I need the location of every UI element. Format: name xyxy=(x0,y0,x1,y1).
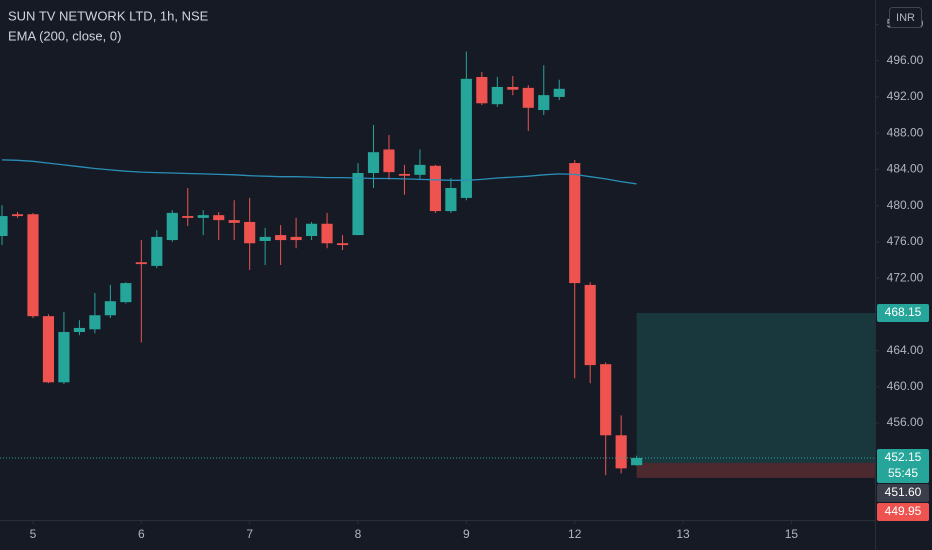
target-zone xyxy=(636,312,875,463)
candle-body xyxy=(89,315,101,330)
candle-body xyxy=(321,223,333,244)
price-label-box xyxy=(877,502,929,521)
candle-body xyxy=(104,301,116,316)
candle-body xyxy=(135,262,147,265)
price-label: 449.95 xyxy=(885,504,922,518)
candle-body xyxy=(414,164,426,175)
candle-body xyxy=(0,216,8,236)
y-tick-label: 488.00 xyxy=(887,125,924,139)
candle-body xyxy=(244,221,256,244)
candle-body xyxy=(491,86,503,105)
candle-body xyxy=(182,216,194,218)
candle-body xyxy=(58,332,70,383)
candle-body xyxy=(213,215,225,221)
candle-body xyxy=(584,284,596,366)
candle-body xyxy=(429,165,441,212)
candle-body xyxy=(631,457,643,466)
y-tick-label: 464.00 xyxy=(887,343,924,357)
y-tick-label: 484.00 xyxy=(887,162,924,176)
candle-body xyxy=(367,152,380,174)
candle-body xyxy=(569,163,581,284)
y-tick-label: 496.00 xyxy=(887,53,924,67)
candle-body xyxy=(306,223,318,236)
candle-body xyxy=(352,173,364,236)
candle-body xyxy=(538,95,550,111)
candle-body xyxy=(460,78,472,198)
candle-body xyxy=(166,212,178,241)
candle-body xyxy=(507,86,519,90)
countdown: 55:45 xyxy=(888,466,918,480)
y-tick-label: 472.00 xyxy=(887,270,924,284)
y-tick-label: 480.00 xyxy=(887,198,924,212)
x-tick-label: 7 xyxy=(246,527,253,541)
plot-area xyxy=(0,51,875,478)
candle-body xyxy=(445,187,457,212)
candle-body xyxy=(275,235,287,241)
stop-zone xyxy=(636,462,875,478)
candle-body xyxy=(615,435,627,469)
candle-body xyxy=(522,87,534,108)
ema-line xyxy=(1,159,637,185)
candle-body xyxy=(259,236,271,241)
x-tick-label: 12 xyxy=(568,527,582,541)
price-label-box xyxy=(877,448,929,483)
x-tick-label: 9 xyxy=(463,527,470,541)
candle-body xyxy=(27,214,39,317)
price-label-box xyxy=(877,483,929,502)
candle-body xyxy=(42,316,55,383)
candle-body xyxy=(553,88,565,97)
candle-body xyxy=(228,220,240,223)
candle-body xyxy=(290,236,302,241)
price-label-box xyxy=(877,303,929,322)
candle-body xyxy=(73,327,85,333)
chart-title: SUN TV NETWORK LTD, 1h, NSE xyxy=(8,8,209,23)
x-tick-label: 13 xyxy=(676,527,690,541)
candle-body xyxy=(120,283,132,303)
candle-body xyxy=(151,236,163,266)
x-tick-label: 15 xyxy=(785,527,799,541)
price-label: 451.60 xyxy=(885,485,922,499)
axes: 456.00460.00464.00468.00472.00476.00480.… xyxy=(30,17,929,541)
indicator-legend: EMA (200, close, 0) xyxy=(8,28,121,43)
candle-body xyxy=(197,215,209,218)
price-label: 468.15 xyxy=(885,305,922,319)
currency-box[interactable] xyxy=(889,7,922,28)
y-tick-label: 460.00 xyxy=(887,379,924,393)
currency[interactable]: INR xyxy=(896,12,915,24)
candle-body xyxy=(600,364,612,436)
candle-body xyxy=(336,243,349,246)
candle-body xyxy=(476,77,488,104)
candle-body xyxy=(398,173,411,176)
x-tick-label: 5 xyxy=(30,527,37,541)
candle-body xyxy=(11,214,24,217)
price-label: 452.15 xyxy=(885,450,922,464)
x-tick-label: 6 xyxy=(138,527,145,541)
y-tick-label: 456.00 xyxy=(887,415,924,429)
y-tick-label: 476.00 xyxy=(887,234,924,248)
candle-body xyxy=(383,149,395,173)
x-tick-label: 8 xyxy=(355,527,362,541)
y-tick-label: 492.00 xyxy=(887,89,924,103)
